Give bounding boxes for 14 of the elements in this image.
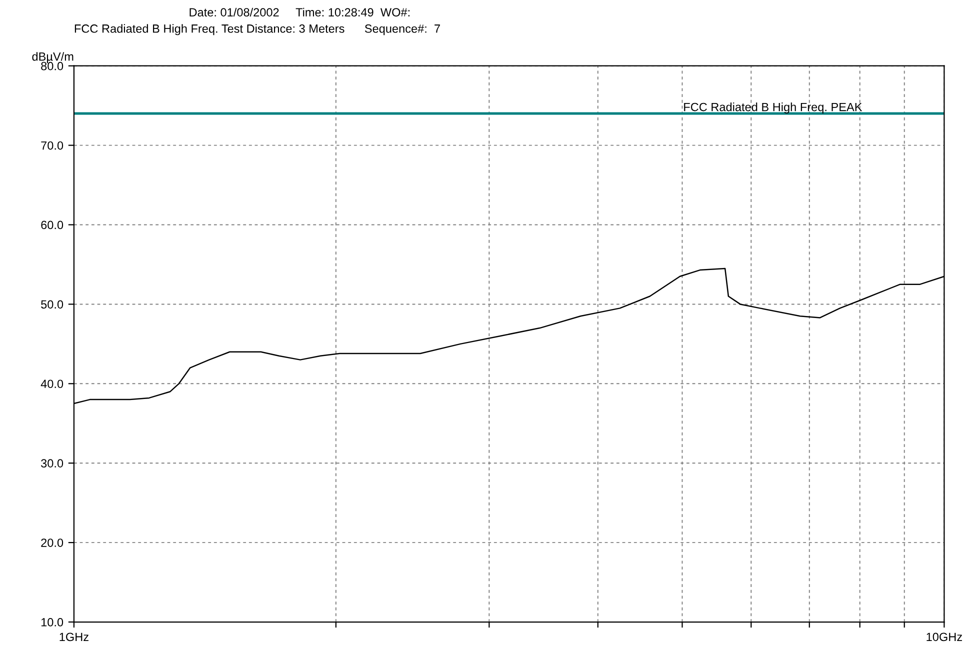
y-axis-title: dBµV/m [32,52,74,64]
y-tick-label: 80.0 [41,62,64,70]
y-tick-label: 40.0 [40,380,64,388]
chart-title: Date: 01/08/2002 Time: 10:28:49 WO#: [190,8,410,16]
x-tick-label: 1GHz [60,632,88,642]
y-tick-label: 10.0 [41,618,64,626]
ref-line-label: FCC Radiated B High Freq. PEAK [684,102,862,114]
y-tick-label: 20.0 [41,538,64,547]
y-tick-label: 70.0 [41,141,64,150]
y-tick-label: 30.0 [41,459,64,468]
x-tick-label: 10GHz [926,632,962,642]
chart-subtitle: FCC Radiated B High Freq. Test Distance: 3 Meters Sequence#: 7 [74,24,440,36]
y-tick-label: 60.0 [41,220,64,230]
y-tick-label: 50.0 [41,300,64,309]
